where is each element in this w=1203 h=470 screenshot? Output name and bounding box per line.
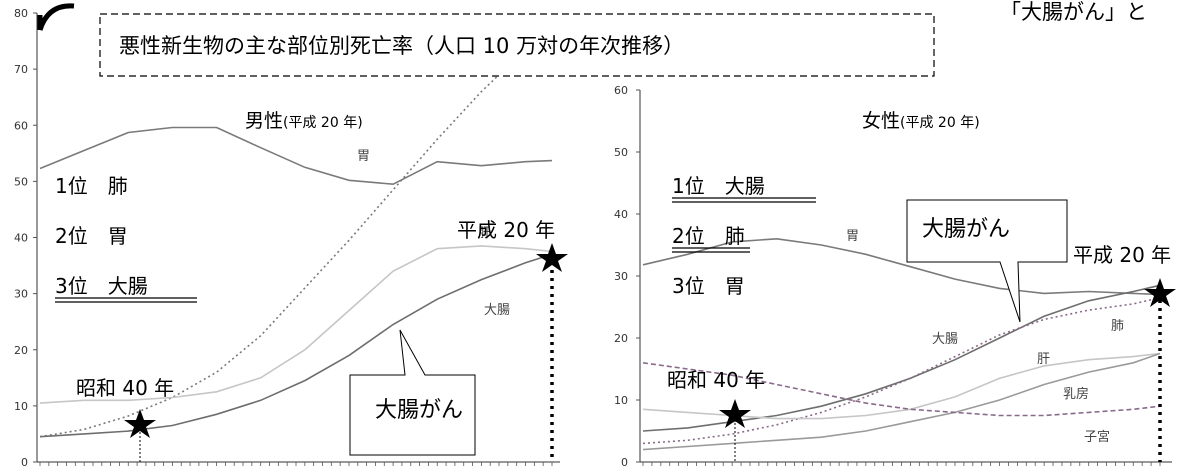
female-y-tick-label: 20 — [614, 332, 628, 345]
female-y-tick-label: 40 — [614, 208, 628, 221]
corner-text: 「大腸がん」と — [1000, 0, 1147, 24]
male-series-2 — [39, 245, 553, 404]
female-y-tick-label: 10 — [614, 394, 628, 407]
male-chart: 0 10 20 30 40 50 60 70 80 男性(平成 20 年) 胃 肝 大腸 1位 … — [14, 7, 568, 469]
female-showa-star — [719, 399, 751, 428]
male-rank-3: 3位 大腸 — [55, 274, 148, 298]
male-y-tick-label: 0 — [21, 456, 28, 469]
female-series-4 — [642, 352, 1161, 451]
female-rank-2: 2位 肺 — [672, 224, 745, 248]
title-banner-bg — [100, 14, 934, 76]
male-label-liver: 肝 — [478, 226, 491, 241]
male-rank-1: 1位 肺 — [55, 174, 128, 198]
male-y-tick-label: 30 — [14, 288, 28, 301]
male-showa-label: 昭和 40 年 — [76, 376, 174, 400]
page-title: 悪性新生物の主な部位別死亡率（人口 10 万対の年次推移） — [119, 34, 684, 58]
male-rank-2: 2位 胃 — [55, 224, 128, 248]
female-chart-title: 女性(平成 20 年) — [862, 110, 980, 132]
female-showa-label: 昭和 40 年 — [667, 368, 765, 392]
male-label-colon: 大腸 — [484, 303, 510, 318]
male-y-tick-label: 80 — [14, 7, 28, 20]
female-series-0 — [642, 237, 1161, 296]
female-callout-box — [906, 199, 1068, 323]
male-heisei-label: 平成 20 年 — [457, 218, 555, 242]
female-heisei-label: 平成 20 年 — [1073, 243, 1171, 267]
decorative-arc — [37, 3, 75, 31]
female-y-tick-label: 50 — [614, 146, 628, 159]
male-y-tick-label: 40 — [14, 232, 28, 245]
female-callout-text: 大腸がん — [922, 217, 1010, 242]
female-label-stomach: 胃 — [846, 229, 859, 244]
male-heisei-star — [536, 243, 568, 272]
male-y-tick-label: 70 — [14, 63, 28, 76]
male-series-1 — [39, 31, 553, 438]
female-series-2 — [642, 296, 1161, 445]
male-series-0 — [39, 126, 553, 186]
title-banner — [99, 13, 935, 77]
male-label-stomach: 胃 — [357, 149, 370, 164]
male-y-tick-label: 20 — [14, 344, 28, 357]
female-y-tick-label: 30 — [614, 270, 628, 283]
female-label-colon: 大腸 — [932, 332, 958, 347]
female-heisei-star — [1144, 278, 1176, 307]
male-y-tick-label: 60 — [14, 119, 28, 132]
female-label-uterus: 子宮 — [1084, 429, 1110, 445]
male-showa-star — [124, 409, 156, 438]
female-label-liver: 肝 — [1037, 352, 1050, 367]
female-series-1 — [642, 284, 1161, 432]
male-callout-text: 大腸がん — [375, 398, 463, 423]
female-series-5 — [642, 362, 1161, 417]
female-y-tick-label: 0 — [621, 456, 628, 469]
male-chart-title: 男性(平成 20 年) — [245, 110, 363, 132]
female-chart: 0 10 20 30 40 50 60 女性(平成 20 年) 胃 大腸 肺 肝 乳房 子宮… — [614, 84, 1176, 469]
female-y-tick-label: 60 — [614, 84, 628, 97]
female-label-breast: 乳房 — [1063, 386, 1089, 402]
male-y-tick-label: 10 — [14, 400, 28, 413]
male-callout-box — [349, 329, 476, 456]
female-rank-1: 1位 大腸 — [672, 174, 765, 198]
female-rank-3: 3位 胃 — [672, 274, 745, 298]
male-y-tick-label: 50 — [14, 175, 28, 188]
male-series-3 — [39, 253, 553, 438]
female-label-lung: 肺 — [1111, 319, 1124, 334]
